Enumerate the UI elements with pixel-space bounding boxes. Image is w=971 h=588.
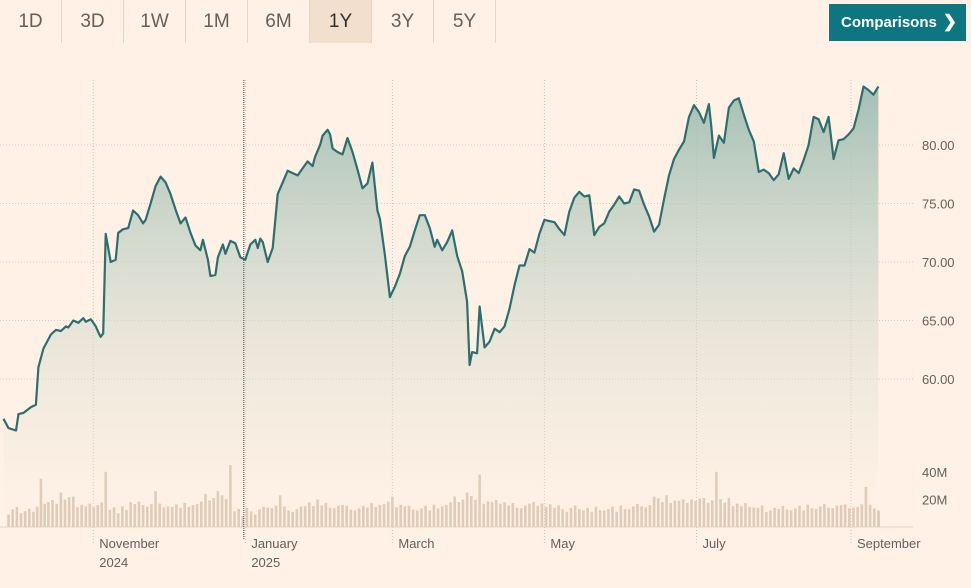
tab-1d[interactable]: 1D (0, 0, 62, 43)
chevron-right-icon: ❯ (942, 12, 957, 31)
y-tick-label: 75.00 (922, 197, 955, 212)
axis-labels: 60.00 65.00 70.00 75.00 80.00 20M 40M November 2… (99, 138, 954, 570)
y-tick-label: 65.00 (922, 314, 955, 329)
comparisons-button[interactable]: Comparisons ❯ (829, 4, 966, 41)
x-tick-label: July (702, 536, 726, 551)
tab-5y[interactable]: 5Y (434, 0, 496, 43)
tab-3d[interactable]: 3D (62, 0, 124, 43)
x-tick-label: November (99, 536, 160, 551)
tab-1y[interactable]: 1Y (310, 0, 372, 43)
tab-3y[interactable]: 3Y (372, 0, 434, 43)
price-area-fill (3, 86, 879, 527)
volume-tick-label: 20M (922, 492, 947, 507)
tab-6m[interactable]: 6M (248, 0, 310, 43)
y-tick-label: 80.00 (922, 138, 955, 153)
price-line (2, 85, 880, 432)
y-tick-label: 60.00 (922, 372, 955, 387)
volume-bar (877, 510, 880, 527)
range-tabs: 1D 3D 1W 1M 6M 1Y 3Y 5Y (0, 0, 496, 43)
comparisons-label: Comparisons (841, 14, 937, 31)
volume-tick-label: 40M (922, 465, 947, 480)
x-tick-label: May (550, 536, 575, 551)
x-tick-label-year: 2024 (99, 555, 128, 570)
y-tick-label: 70.00 (922, 255, 955, 270)
x-tick-label: September (857, 536, 921, 551)
x-tick-label-year: 2025 (251, 555, 280, 570)
price-area (2, 85, 880, 527)
tab-1w[interactable]: 1W (124, 0, 186, 43)
tab-1m[interactable]: 1M (186, 0, 248, 43)
x-tick-label: March (398, 536, 434, 551)
x-tick-label: January (251, 536, 298, 551)
